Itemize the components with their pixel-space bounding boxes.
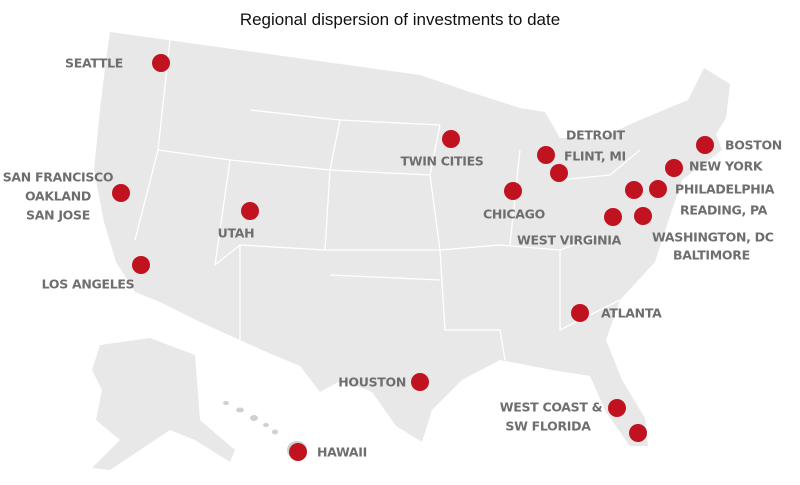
marker [625, 181, 643, 199]
marker [696, 136, 714, 154]
marker [608, 399, 626, 417]
city-label: SEATTLE [65, 56, 123, 71]
city-label: DETROIT [566, 128, 626, 143]
marker [504, 182, 522, 200]
city-label: WEST VIRGINIA [517, 233, 622, 248]
city-label: UTAH [218, 226, 255, 241]
city-label: HOUSTON [338, 375, 406, 390]
marker [442, 130, 460, 148]
city-label: WASHINGTON, DC [652, 230, 774, 245]
city-label: TWIN CITIES [400, 154, 483, 169]
city-label: SAN FRANCISCO [3, 170, 114, 185]
marker [665, 159, 683, 177]
marker [289, 443, 307, 461]
marker [629, 424, 647, 442]
marker [241, 202, 259, 220]
labels: SEATTLE SAN FRANCISCO OAKLAND SAN JOSE L… [3, 56, 783, 460]
marker [604, 208, 622, 226]
city-label: FLINT, MI [564, 149, 626, 164]
marker [112, 184, 130, 202]
city-label: HAWAII [317, 445, 367, 460]
city-label: WEST COAST & [500, 400, 603, 415]
marker [649, 180, 667, 198]
marker [411, 373, 429, 391]
marker [537, 146, 555, 164]
us-landmass [92, 32, 730, 470]
markers [112, 54, 714, 461]
city-label: SW FLORIDA [505, 419, 591, 434]
marker [634, 207, 652, 225]
city-label: SAN JOSE [26, 208, 90, 223]
city-label: ATLANTA [601, 306, 662, 321]
marker [571, 304, 589, 322]
city-label: NEW YORK [689, 159, 764, 174]
city-label: BOSTON [725, 138, 782, 153]
city-label: LOS ANGELES [42, 277, 135, 292]
map-title: Regional dispersion of investments to da… [240, 10, 560, 29]
marker [550, 164, 568, 182]
city-label: CHICAGO [483, 207, 545, 222]
marker [152, 54, 170, 72]
city-label: OAKLAND [25, 189, 91, 204]
marker [132, 256, 150, 274]
city-label: READING, PA [680, 203, 768, 218]
city-label: BALTIMORE [673, 248, 750, 263]
city-label: PHILADELPHIA [675, 182, 775, 197]
